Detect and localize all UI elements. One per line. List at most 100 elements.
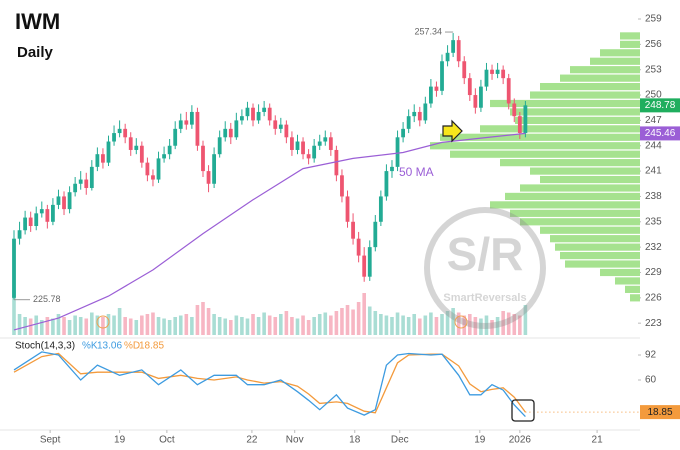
volume-bar — [379, 314, 383, 335]
candle-body — [312, 145, 317, 159]
candle-body — [362, 255, 367, 277]
candle-body — [23, 217, 28, 231]
candle-body — [440, 61, 444, 91]
x-tick-label: Dec — [391, 435, 409, 446]
volume-bar — [306, 320, 311, 335]
candle-body — [479, 86, 483, 108]
volume-bar — [262, 312, 266, 335]
candle-body — [445, 52, 450, 62]
volume-profile-bar — [570, 66, 640, 74]
volume-bar — [223, 318, 228, 335]
candle-body — [256, 111, 261, 121]
volume-bar — [112, 315, 116, 335]
volume-bar — [195, 305, 200, 335]
volume-bar — [334, 311, 339, 335]
volume-profile-bar — [560, 251, 640, 260]
volume-profile-bar — [450, 150, 640, 158]
volume-bar — [406, 317, 411, 335]
volume-bar — [323, 312, 328, 335]
volume-bar — [212, 314, 216, 335]
volume-bar — [167, 320, 172, 335]
y-tick-label: 229 — [645, 267, 662, 278]
volume-bar — [273, 317, 278, 335]
x-tick-label: 21 — [592, 435, 604, 446]
volume-bar — [512, 314, 517, 335]
volume-bar — [390, 317, 394, 335]
candle-body — [251, 107, 255, 121]
candle-body — [428, 86, 433, 104]
candle-body — [484, 69, 489, 87]
y-tick-label: 232 — [645, 242, 662, 253]
candle-body — [112, 133, 116, 142]
candle-body — [156, 158, 161, 180]
candle-body — [78, 179, 83, 184]
candle-body — [378, 196, 383, 222]
candle-body — [162, 154, 166, 159]
volume-profile-bar — [620, 32, 640, 40]
volume-profile-bar — [540, 226, 640, 234]
y-tick-label: 60 — [645, 375, 657, 386]
volume-bar — [62, 317, 66, 335]
y-tick-label: 247 — [645, 115, 662, 126]
layers: 223 226 229 232 235 238 241 244 247 250 253 256 259 5… — [12, 14, 680, 446]
volume-profile-bar — [555, 243, 640, 251]
watermark: S/R SmartReversals — [424, 207, 546, 329]
stoch-title: Stoch(14,3,3) — [15, 341, 75, 352]
legend-k-value: 13.06 — [97, 341, 122, 352]
volume-bar — [340, 308, 344, 335]
legend-k-name: %K — [82, 341, 98, 352]
volume-profile-bar — [505, 192, 640, 201]
candle-body — [117, 128, 122, 134]
candle-body — [517, 116, 522, 134]
volume-profile-bar — [615, 277, 640, 285]
legend-d-value: 18.85 — [139, 341, 164, 352]
x-tick-label: Nov — [286, 435, 304, 446]
candle-body — [151, 175, 155, 180]
candle-body — [228, 128, 233, 138]
volume-bar — [490, 320, 494, 335]
volume-bar — [423, 315, 428, 335]
candle-body — [17, 230, 22, 239]
candle-body — [301, 141, 305, 155]
volume-profile-bar — [600, 268, 640, 277]
candle-body — [290, 137, 294, 150]
volume-bar — [90, 312, 94, 335]
candle-body — [28, 217, 33, 227]
candle-body — [212, 154, 217, 184]
y-tick-label: 244 — [645, 140, 662, 151]
candle-body — [167, 145, 172, 155]
volume-profile-bar — [560, 74, 640, 82]
volume-bar — [51, 318, 55, 335]
volume-bar — [440, 314, 444, 335]
volume-bar — [445, 311, 450, 335]
volume-bar — [240, 317, 244, 335]
candle-body — [101, 154, 105, 163]
x-tick-label: 22 — [246, 435, 258, 446]
volume-bar — [284, 311, 289, 335]
candle-body — [123, 128, 128, 138]
volume-profile-bar — [530, 167, 640, 175]
candle-body — [395, 137, 400, 167]
volume-bar — [468, 314, 472, 335]
volume-bar — [256, 317, 261, 335]
candle-body — [267, 107, 272, 121]
highlight-box — [511, 399, 535, 422]
volume-bar — [17, 314, 22, 335]
volume-bar — [523, 305, 528, 335]
candle-body — [373, 221, 378, 248]
y-tick-label: 253 — [645, 64, 662, 75]
candle-body — [134, 145, 139, 150]
candle-body — [351, 221, 355, 239]
candle-body — [12, 238, 16, 298]
legend-d-name: %D — [124, 341, 140, 352]
candle-body — [217, 137, 222, 155]
volume-profile-bar — [630, 294, 640, 302]
volume-bar — [228, 320, 233, 335]
volume-bar — [495, 317, 500, 335]
x-tick-label: 19 — [114, 435, 126, 446]
volume-profile-bar — [490, 201, 640, 209]
y-tick-label: 250 — [645, 90, 662, 101]
candle-body — [412, 111, 417, 117]
moving-average — [13, 132, 526, 331]
